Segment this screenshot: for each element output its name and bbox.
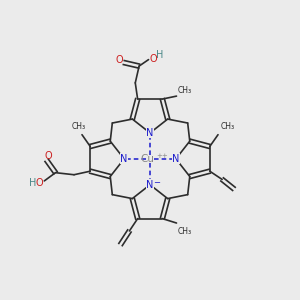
Text: CH₃: CH₃ bbox=[178, 227, 192, 236]
Text: N: N bbox=[120, 154, 128, 164]
Text: O: O bbox=[35, 178, 43, 188]
Text: CH₃: CH₃ bbox=[178, 86, 192, 95]
Text: CH₃: CH₃ bbox=[221, 122, 235, 130]
Text: N: N bbox=[146, 180, 154, 190]
Text: N: N bbox=[172, 154, 180, 164]
Text: Cu: Cu bbox=[140, 154, 154, 164]
Text: H: H bbox=[29, 178, 36, 188]
Text: H: H bbox=[156, 50, 164, 60]
Text: O: O bbox=[44, 151, 52, 161]
Text: O: O bbox=[149, 54, 157, 64]
Text: ++: ++ bbox=[156, 154, 168, 160]
Text: N: N bbox=[146, 128, 154, 138]
Text: −: − bbox=[153, 178, 160, 187]
Text: O: O bbox=[116, 55, 124, 64]
Text: CH₃: CH₃ bbox=[71, 122, 85, 130]
